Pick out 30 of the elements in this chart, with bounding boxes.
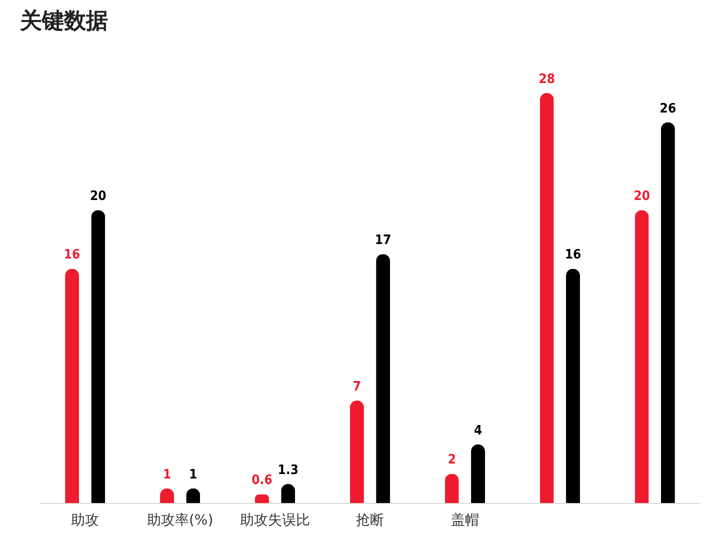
data-label: 1.3 [278,462,298,478]
x-tick-label: 助攻率(%) [146,512,214,528]
bar [566,268,580,503]
chart-title: 关键数据 [19,9,108,34]
data-label: 26 [660,101,676,116]
bar [634,210,649,503]
data-label: 20 [634,189,650,204]
data-label: 2 [448,452,456,468]
data-label: 7 [352,380,362,394]
data-label: 16 [564,248,582,263]
data-label: 1 [162,467,172,482]
bar [376,254,390,503]
data-label: 1 [189,467,198,482]
data-label: 16 [64,248,80,263]
data-label: 4 [474,423,482,438]
bar [350,400,364,503]
bar [471,444,486,503]
data-label: 20 [90,189,106,204]
x-tick-label: 盖帽 [450,512,479,528]
bar [91,210,106,503]
bar [660,122,675,503]
bar [444,474,459,503]
x-tick-label: 助攻失误比 [240,512,310,528]
data-label: 17 [374,233,392,248]
data-label: 0.6 [252,473,272,488]
x-tick-label: 抢断 [356,512,384,528]
data-label: 28 [538,72,556,87]
bar [65,268,80,503]
x-tick-label: 助攻 [71,512,100,528]
bar [540,93,554,503]
